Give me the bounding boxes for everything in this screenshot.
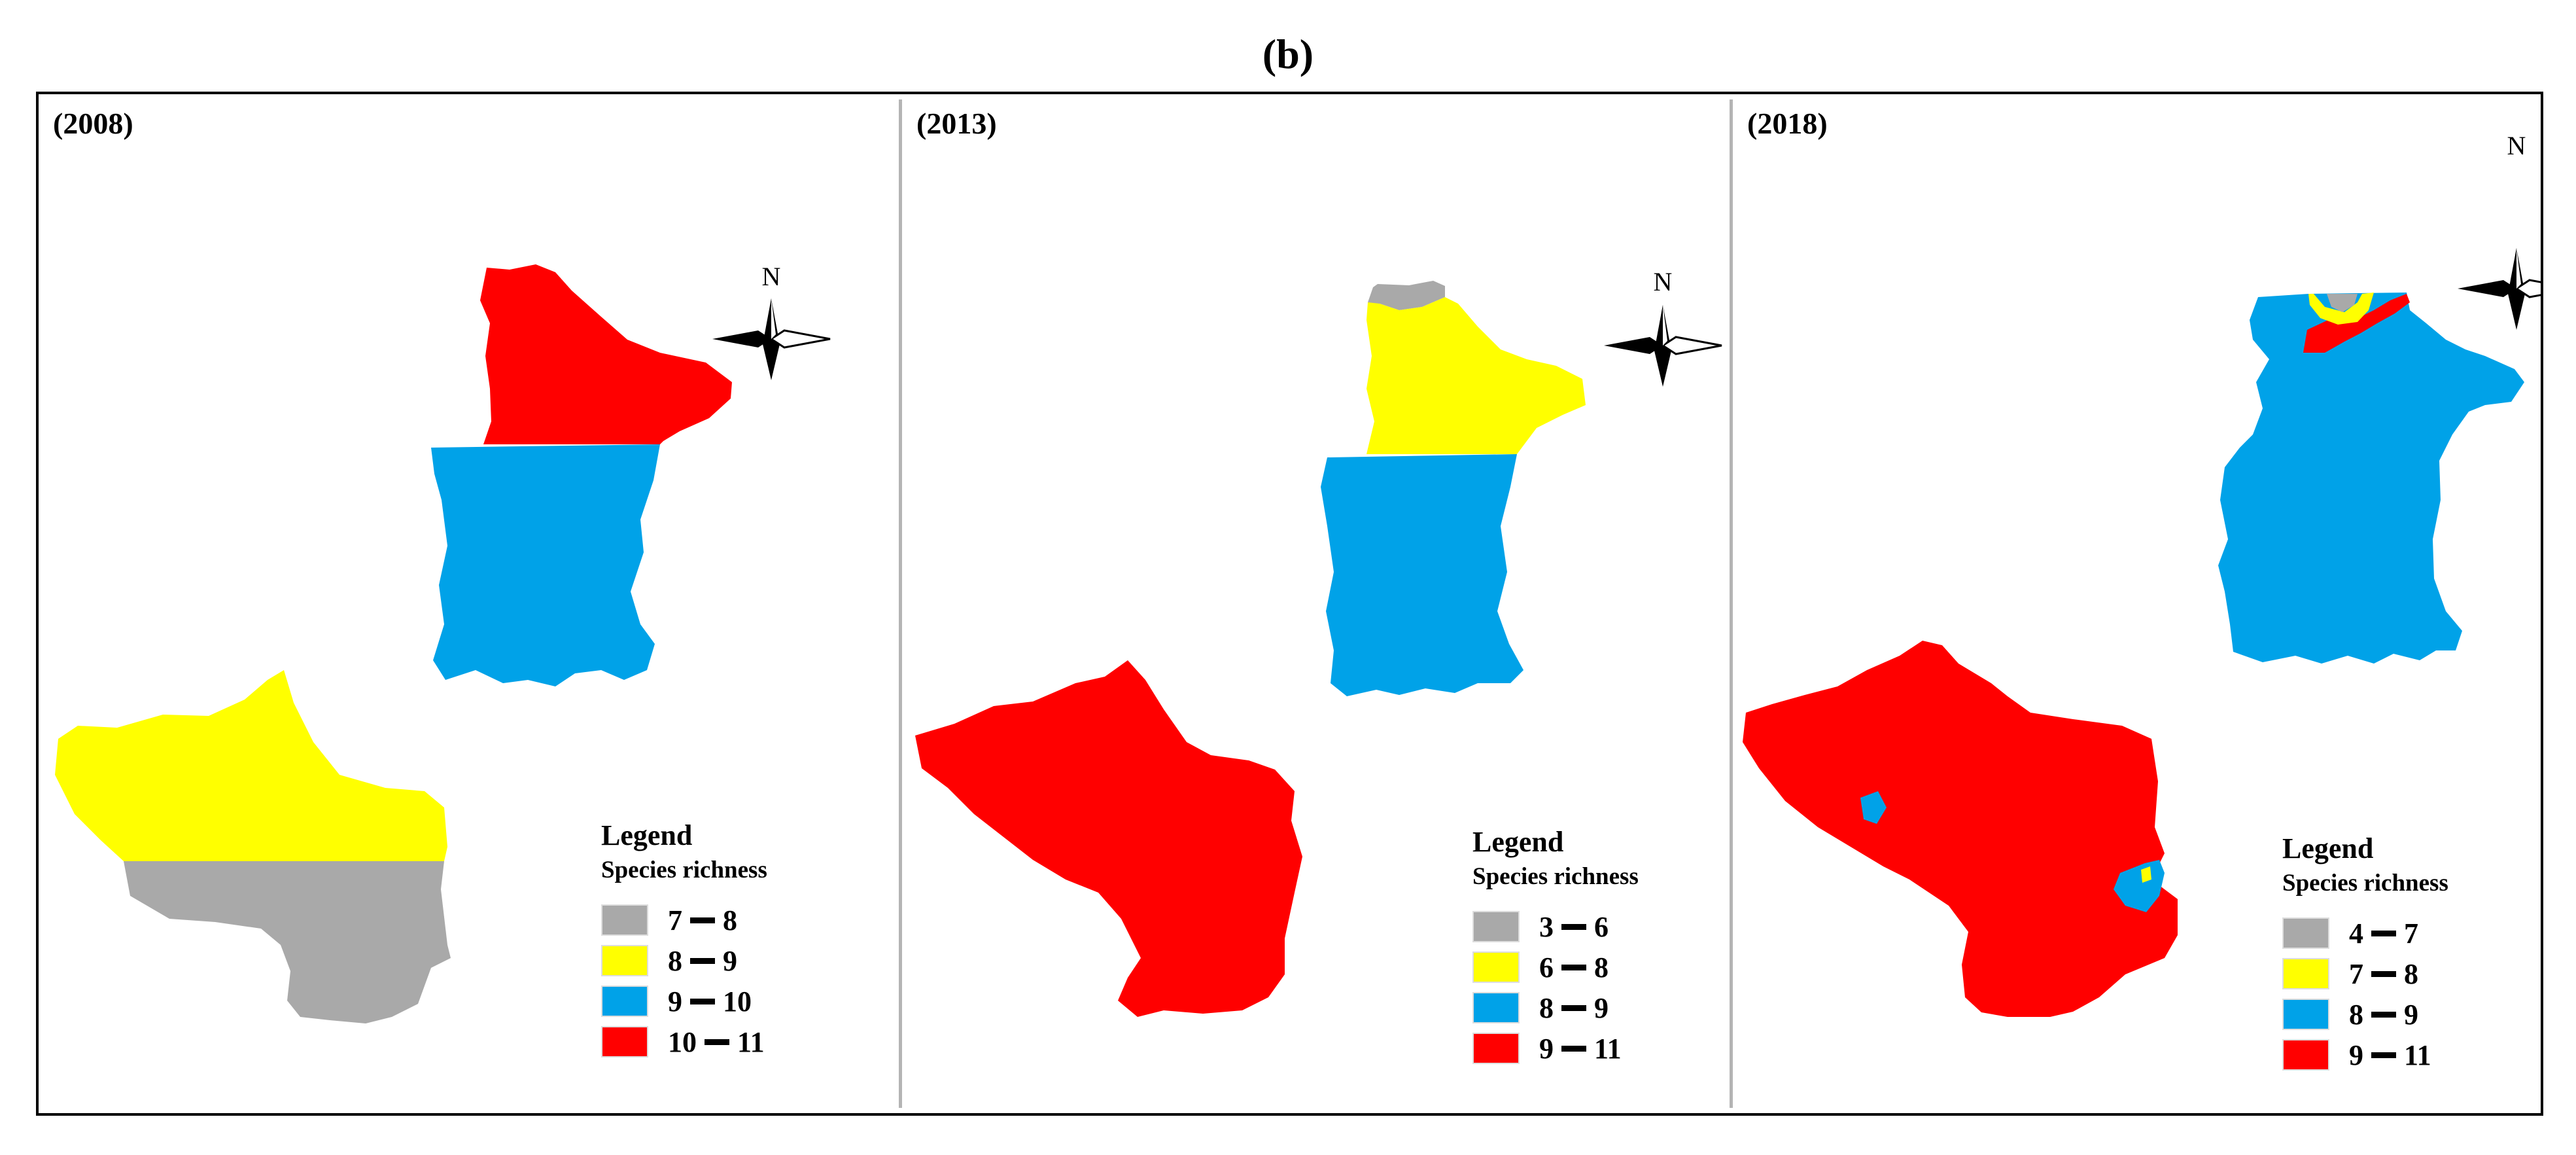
range-low: 8: [1539, 991, 1554, 1024]
region-south-patch-yellow: [2141, 866, 2151, 883]
legend-swatch: [601, 904, 648, 936]
range-low: 8: [2349, 998, 2363, 1031]
legend-swatch: [601, 1026, 648, 1057]
north-label: N: [762, 262, 781, 291]
district-map: N: [1743, 131, 2541, 1017]
range-high: 11: [737, 1025, 765, 1058]
legend-title: Legend: [601, 819, 693, 851]
legend-swatch: [601, 986, 648, 1017]
region-north-zone: [1366, 297, 1586, 454]
range-high: 9: [2404, 998, 2418, 1031]
legend-swatch: [2282, 917, 2329, 949]
legend-swatch: [2282, 999, 2329, 1030]
range-high: 6: [1594, 910, 1609, 943]
legend-subtitle: Species richness: [2282, 870, 2448, 897]
legend-item: 9 11: [2282, 1035, 2448, 1075]
north-label: N: [2507, 131, 2526, 160]
range-low: 6: [1539, 951, 1554, 984]
legend-title: Legend: [1472, 826, 1564, 858]
region-south-lower-zone: [124, 861, 451, 1023]
legend-swatch: [601, 945, 648, 976]
region-middle-zone: [431, 444, 660, 686]
range-low: 10: [668, 1025, 697, 1058]
panel-divider: [1730, 99, 1733, 1108]
north-arrow-icon: [1604, 305, 1722, 387]
range-low: 7: [2349, 957, 2363, 990]
panel-year: (2008): [53, 107, 133, 140]
range-high: 9: [1594, 991, 1609, 1024]
range-high: 11: [1594, 1032, 1622, 1065]
panel-divider: [899, 99, 902, 1108]
district-map: N: [55, 262, 831, 1023]
range-low: 7: [668, 904, 682, 936]
legend-swatch: [2282, 1039, 2329, 1071]
range-low: 9: [668, 985, 682, 1018]
north-label: N: [1654, 267, 1673, 296]
legend-swatch: [1472, 1033, 1520, 1064]
range-high: 7: [2404, 917, 2418, 950]
region-south-zone: [1743, 641, 2178, 1017]
region-north-zone: [480, 264, 732, 444]
region-middle-zone: [1321, 454, 1523, 696]
figure-label: (b): [1262, 31, 1314, 77]
range-low: 4: [2349, 917, 2363, 950]
region-north-middle-zone: [2218, 293, 2524, 664]
range-high: 10: [723, 985, 752, 1018]
north-arrow-icon: [2458, 248, 2541, 330]
legend-swatch: [1472, 911, 1520, 942]
range-high: 11: [2404, 1039, 2431, 1071]
legend-title: Legend: [2282, 832, 2374, 864]
legend-swatch: [1472, 951, 1520, 983]
region-south-patch-blue: [1860, 791, 1887, 824]
panel-year: (2018): [1747, 107, 1828, 140]
range-low: 9: [1539, 1032, 1554, 1065]
legend-swatch: [1472, 992, 1520, 1023]
region-south-patch-blue: [2114, 860, 2165, 912]
range-high: 8: [723, 904, 737, 936]
range-low: 3: [1539, 910, 1554, 943]
range-high: 9: [723, 944, 737, 977]
region-south-upper-zone: [55, 670, 447, 861]
district-map: N: [915, 267, 1722, 1017]
legend-subtitle: Species richness: [601, 857, 767, 883]
region-north-patch-gray: [2327, 294, 2358, 312]
region-north-patch-yellow: [2308, 293, 2374, 325]
legend-subtitle: Species richness: [1472, 863, 1639, 890]
range-high: 8: [2404, 957, 2418, 990]
range-low: 8: [668, 944, 682, 977]
legend-item: 9 10: [601, 981, 767, 1022]
north-arrow-icon: [712, 298, 831, 380]
range-low: 9: [2349, 1039, 2363, 1071]
legend-swatch: [2282, 958, 2329, 989]
panel-year: (2013): [916, 107, 997, 140]
region-north-patch-red: [2303, 294, 2410, 353]
legend-item: 9 11: [1472, 1028, 1639, 1069]
region-south-zone: [915, 660, 1302, 1017]
region-north-tip: [1368, 281, 1445, 310]
range-high: 8: [1594, 951, 1609, 984]
legend-item: 10 11: [601, 1022, 767, 1062]
